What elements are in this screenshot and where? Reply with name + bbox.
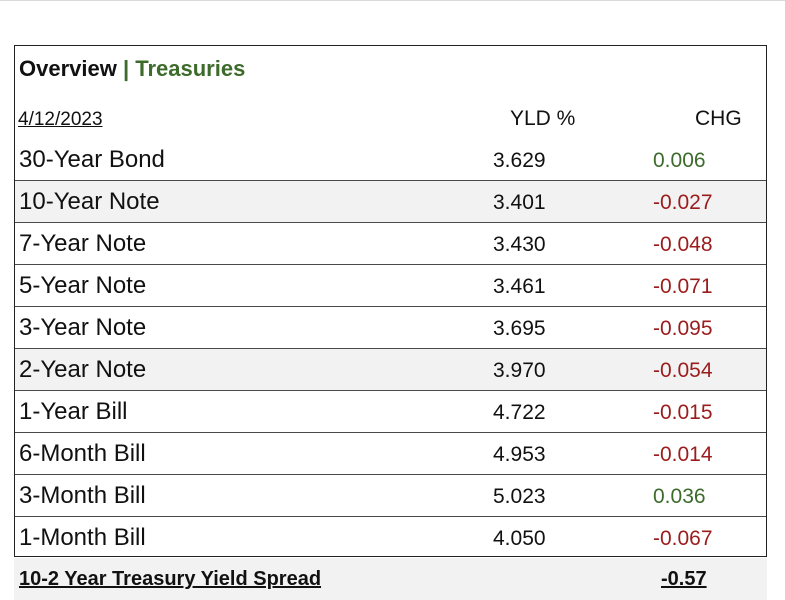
yield-value: 3.401 [493, 191, 546, 214]
yield-value: 3.430 [493, 233, 546, 256]
yield-spread-footer: 10-2 Year Treasury Yield Spread -0.57 [14, 558, 767, 600]
yield-spread-label[interactable]: 10-2 Year Treasury Yield Spread [19, 568, 322, 590]
security-name: 3-Month Bill [19, 482, 146, 509]
yield-value: 4.722 [493, 401, 546, 424]
change-value: -0.015 [653, 401, 713, 424]
security-name: 30-Year Bond [19, 146, 165, 173]
table-row: 2-Year Note 3.970 -0.054 [15, 349, 766, 391]
yield-value: 5.023 [493, 485, 546, 508]
security-name: 1-Month Bill [19, 524, 146, 551]
table-row: 10-Year Note 3.401 -0.027 [15, 181, 766, 223]
table-row: 3-Month Bill 5.023 0.036 [15, 475, 766, 517]
security-name: 2-Year Note [19, 356, 147, 383]
change-value: -0.071 [653, 275, 713, 298]
change-value: 0.036 [653, 485, 706, 508]
change-value: -0.067 [653, 527, 713, 550]
table-row: 5-Year Note 3.461 -0.071 [15, 265, 766, 307]
security-name: 5-Year Note [19, 272, 147, 299]
change-value: -0.095 [653, 317, 713, 340]
yield-value: 3.970 [493, 359, 546, 382]
change-value: -0.014 [653, 443, 713, 466]
security-name: 1-Year Bill [19, 398, 128, 425]
yield-value: 3.629 [493, 149, 546, 172]
table-row: 7-Year Note 3.430 -0.048 [15, 223, 766, 265]
security-name: 3-Year Note [19, 314, 147, 341]
yield-value: 4.050 [493, 527, 546, 550]
security-name: 10-Year Note [19, 188, 160, 215]
change-value: -0.054 [653, 359, 713, 382]
table-row: 1-Month Bill 4.050 -0.067 [15, 517, 766, 558]
title-overview[interactable]: Overview [19, 56, 117, 81]
yield-value: 3.461 [493, 275, 546, 298]
panel-title: Overview | Treasuries [19, 56, 245, 82]
change-value: -0.048 [653, 233, 713, 256]
change-value: -0.027 [653, 191, 713, 214]
yield-value: 3.695 [493, 317, 546, 340]
table-row: 1-Year Bill 4.722 -0.015 [15, 391, 766, 433]
title-separator: | [122, 56, 130, 81]
title-treasuries[interactable]: Treasuries [135, 56, 246, 81]
as-of-date: 4/12/2023 [18, 109, 103, 130]
column-header-change: CHG [695, 107, 742, 130]
column-header-yield: YLD % [510, 107, 576, 130]
yield-spread-value: -0.57 [661, 568, 707, 590]
table-row: 30-Year Bond 3.629 0.006 [15, 139, 766, 181]
yield-value: 4.953 [493, 443, 546, 466]
security-name: 7-Year Note [19, 230, 147, 257]
treasury-table: 30-Year Bond 3.629 0.006 10-Year Note 3.… [15, 139, 766, 558]
security-name: 6-Month Bill [19, 440, 146, 467]
table-row: 3-Year Note 3.695 -0.095 [15, 307, 766, 349]
top-divider [0, 0, 785, 1]
treasuries-panel: Overview | Treasuries 4/12/2023 YLD % CH… [14, 45, 767, 557]
change-value: 0.006 [653, 149, 706, 172]
table-row: 6-Month Bill 4.953 -0.014 [15, 433, 766, 475]
